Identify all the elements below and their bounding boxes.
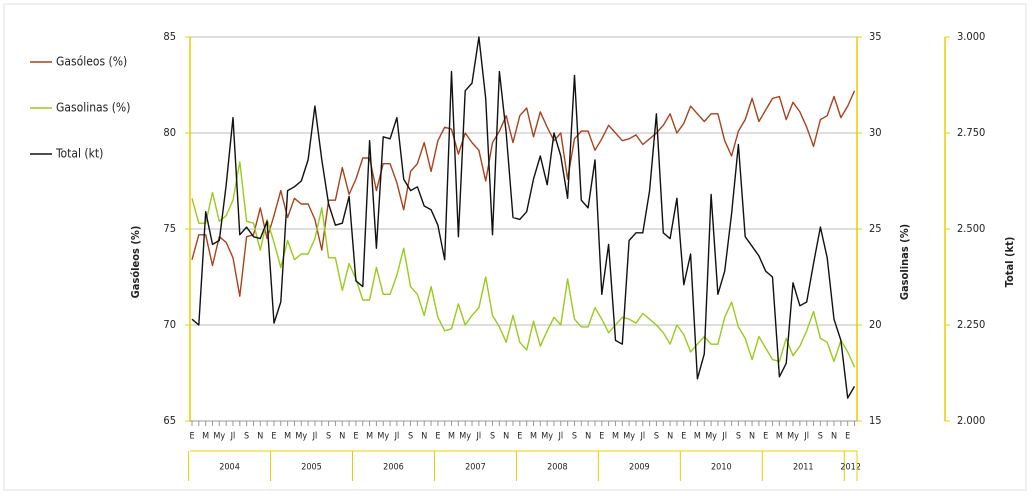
x-tick-label: E (599, 432, 604, 442)
x-tick-label: E (845, 432, 850, 442)
x-tick-label: S (490, 432, 495, 442)
x-tick-label: My (213, 432, 225, 442)
series-line (191, 161, 856, 368)
x-tick-label: My (459, 432, 471, 442)
x-tick-label: E (271, 432, 276, 442)
y-tick-label: 75 (163, 222, 176, 235)
x-tick-label: N (503, 432, 509, 442)
x-tick-label: Jl (394, 432, 400, 442)
frame (3, 3, 1027, 491)
series-line (191, 36, 856, 399)
x-tick-label: S (654, 432, 659, 442)
year-label: 2007 (465, 463, 486, 473)
y3-axis-label: Total (kt) (1003, 237, 1016, 288)
y3-tick-label: 2.500 (957, 222, 985, 235)
x-tick-label: N (339, 432, 345, 442)
x-tick-label: N (421, 432, 427, 442)
x-tick-label: My (787, 432, 799, 442)
year-label: 2005 (301, 463, 322, 473)
year-label: 2010 (711, 463, 732, 473)
year-label: 2006 (383, 463, 404, 473)
x-tick-label: S (326, 432, 331, 442)
x-tick-label: N (749, 432, 755, 442)
y2-axis-label: Gasolinas (%) (898, 224, 911, 300)
year-label: 2009 (629, 463, 650, 473)
legend-label: Gasóleos (%) (56, 55, 127, 69)
x-tick-label: Jl (476, 432, 482, 442)
x-tick-label: N (585, 432, 591, 442)
y-axis-label: Gasóleos (%) (129, 226, 142, 299)
x-tick-label: S (818, 432, 823, 442)
x-tick-label: E (353, 432, 358, 442)
x-tick-label: Jl (557, 432, 563, 442)
x-tick-label: S (572, 432, 577, 442)
x-tick-label: N (831, 432, 837, 442)
x-tick-label: E (189, 432, 194, 442)
x-tick-label: My (295, 432, 307, 442)
x-tick-label: N (667, 432, 673, 442)
y-tick-label: 85 (163, 30, 176, 43)
x-tick-label: S (408, 432, 413, 442)
x-tick-label: E (763, 432, 768, 442)
x-tick-label: Jl (639, 432, 645, 442)
x-tick-label: E (517, 432, 522, 442)
x-tick-label: M (694, 432, 701, 442)
x-tick-label: M (448, 432, 455, 442)
y2-tick-label: 30 (869, 126, 882, 139)
x-tick-label: My (377, 432, 389, 442)
x-tick-label: S (736, 432, 741, 442)
y-tick-label: 65 (163, 414, 176, 427)
year-label: 2011 (793, 463, 814, 473)
x-tick-label: My (541, 432, 553, 442)
year-label: 2004 (219, 463, 240, 473)
x-tick-label: My (705, 432, 717, 442)
y2-tick-label: 20 (869, 318, 882, 331)
year-label: 2008 (547, 463, 568, 473)
x-tick-label: Jl (721, 432, 727, 442)
x-tick-label: M (776, 432, 783, 442)
x-tick-label: M (284, 432, 291, 442)
year-label: 2012 (840, 463, 861, 473)
x-tick-label: S (244, 432, 249, 442)
x-tick-label: E (681, 432, 686, 442)
y3-tick-label: 3.000 (957, 30, 985, 43)
x-tick-label: M (366, 432, 373, 442)
x-tick-label: E (435, 432, 440, 442)
y-tick-label: 70 (163, 318, 176, 331)
x-tick-label: My (623, 432, 635, 442)
y3-tick-label: 2.750 (957, 126, 985, 139)
x-tick-label: Jl (312, 432, 318, 442)
x-tick-label: Jl (230, 432, 236, 442)
series-line (191, 90, 856, 297)
y2-tick-label: 35 (869, 30, 882, 43)
y3-tick-label: 2.250 (957, 318, 985, 331)
x-tick-label: N (257, 432, 263, 442)
x-tick-label: M (202, 432, 209, 442)
y3-tick-label: 2.000 (957, 414, 985, 427)
y2-tick-label: 15 (869, 414, 882, 427)
x-tick-label: M (612, 432, 619, 442)
y2-tick-label: 25 (869, 222, 882, 235)
x-tick-label: M (530, 432, 537, 442)
legend-label: Gasolinas (%) (56, 101, 130, 115)
legend-label: Total (kt) (55, 147, 103, 161)
y-tick-label: 80 (163, 126, 176, 139)
x-tick-label: Jl (803, 432, 809, 442)
